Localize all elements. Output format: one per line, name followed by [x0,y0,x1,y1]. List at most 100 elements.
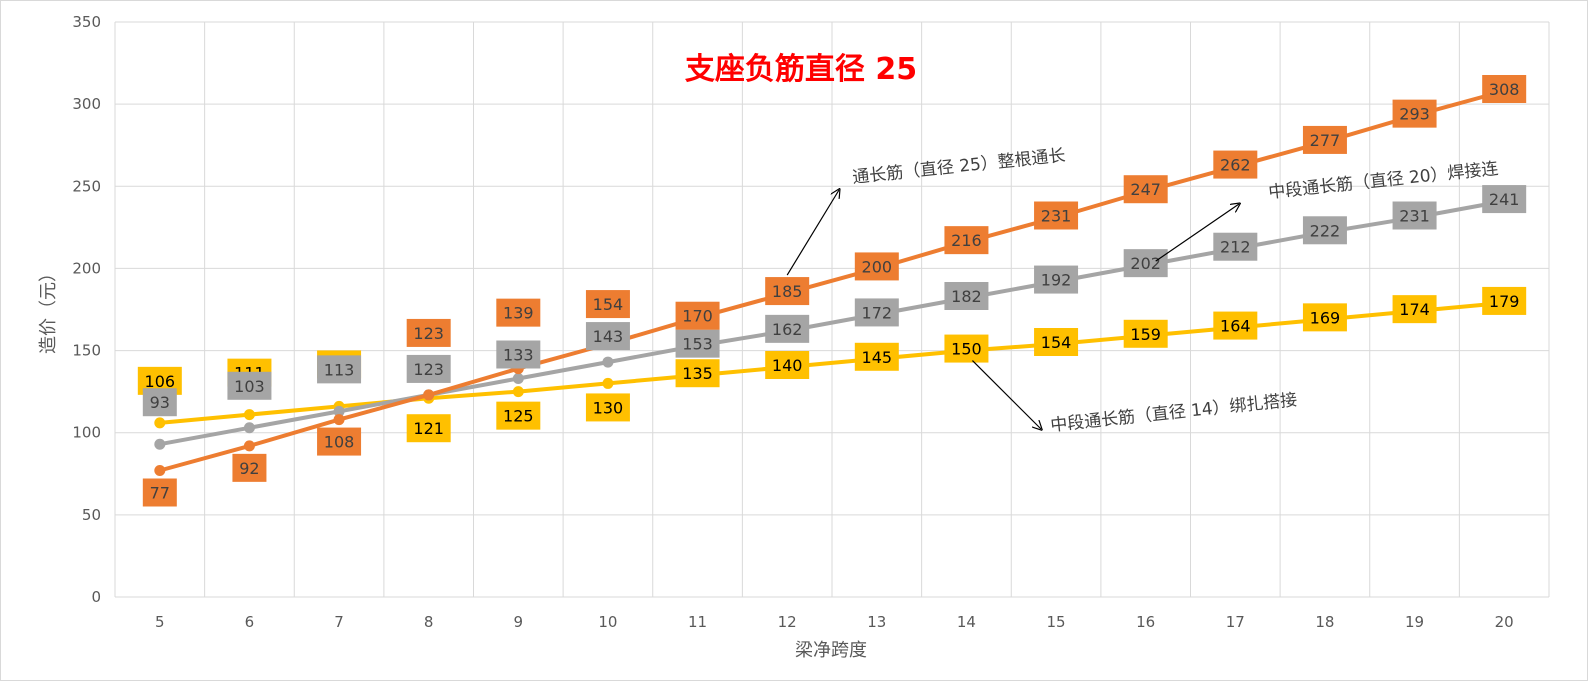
data-label-box [944,334,989,363]
data-label: 113 [317,355,362,384]
data-label-box [765,277,810,306]
data-label: 179 [1482,286,1527,315]
data-label-text: 222 [1310,221,1341,240]
data-label-text: 154 [593,295,624,314]
data-label: 103 [227,371,272,400]
data-point [333,414,345,426]
data-point [423,389,435,401]
x-tick-label: 5 [155,613,165,631]
data-label-box [1302,125,1347,154]
data-label-text: 172 [862,303,893,322]
x-tick-label: 6 [245,613,255,631]
data-point [243,440,255,452]
data-label-box [1123,175,1168,204]
data-label-box [944,282,989,310]
data-label: 162 [765,314,810,343]
annotation-arrow [786,190,839,276]
x-tick-label: 14 [957,613,976,631]
x-tick-label: 16 [1136,613,1155,631]
data-label-box [1302,303,1347,332]
data-label-box [317,355,362,384]
data-label-box [1392,99,1437,128]
data-label-text: 121 [413,419,444,438]
data-label-box [854,298,899,327]
data-label-text: 169 [1310,308,1341,327]
data-label: 172 [854,298,899,327]
data-label: 77 [142,478,177,507]
data-label: 153 [675,329,720,358]
y-axis-title: 造价（元） [38,264,59,354]
data-label-box [232,453,267,482]
data-label-box [765,351,810,379]
data-label: 169 [1302,303,1347,332]
data-label-box [1213,232,1258,261]
data-label-text: 154 [1041,333,1072,352]
data-label-text: 150 [951,340,982,359]
data-label-text: 113 [324,360,355,379]
data-point [154,465,166,476]
data-label: 92 [232,453,267,482]
data-label-text: 185 [772,282,803,301]
data-label-text: 133 [503,346,534,365]
x-tick-label: 18 [1315,613,1334,631]
data-label-box [317,427,362,456]
data-label: 182 [944,282,989,310]
data-point [512,386,524,398]
annotation-text: 中段通长筋（直径 14）绑扎搭接 [1049,390,1298,436]
x-tick-label: 20 [1495,613,1514,631]
data-label: 231 [1392,201,1437,230]
y-tick-label: 300 [72,95,101,113]
data-labels: 1069377111103921161131081211231231251331… [137,75,1527,507]
data-label-text: 170 [682,307,713,326]
data-label: 150 [944,334,989,363]
data-label: 202 [1123,249,1168,278]
x-tick-label: 10 [598,613,617,631]
y-tick-labels: 0 50 100 150 200 250 300 350 [72,13,101,606]
data-label-box [854,252,899,281]
data-label: 241 [1482,185,1527,214]
data-label: 145 [854,342,899,371]
data-label: 212 [1213,232,1258,261]
data-label: 135 [675,359,720,388]
data-label: 200 [854,252,899,281]
data-label-text: 123 [413,360,444,379]
data-label-box [406,318,451,347]
data-label-box [1392,295,1437,324]
data-label-text: 179 [1489,292,1520,311]
data-label-box [854,342,899,371]
data-label-text: 202 [1130,254,1161,273]
data-label: 185 [765,277,810,306]
data-label-box [1213,311,1258,340]
data-label-text: 216 [951,231,982,250]
data-label: 308 [1482,75,1527,103]
data-label-box [142,388,177,417]
data-label-text: 277 [1310,131,1341,150]
data-label: 222 [1302,216,1347,245]
data-label-text: 135 [682,364,713,383]
data-label-box [675,329,720,358]
data-label: 154 [585,290,630,319]
data-label-text: 159 [1130,325,1161,344]
data-point [243,409,255,421]
data-label-box [227,371,272,400]
data-label-text: 106 [145,372,176,391]
data-label-box [496,298,541,327]
x-tick-labels: 5 6 7 8 9 10 11 12 13 14 15 16 17 18 19 20 [155,613,1514,631]
data-label-box [1213,150,1258,179]
data-point [602,377,614,389]
data-label: 293 [1392,99,1437,128]
data-label: 159 [1123,319,1168,348]
data-label-text: 125 [503,407,534,426]
data-label-text: 262 [1220,156,1251,175]
x-tick-label: 13 [867,613,886,631]
data-label-text: 231 [1399,207,1430,226]
data-point [512,373,524,384]
data-label: 216 [944,226,989,255]
data-label: 247 [1123,175,1168,204]
x-tick-label: 12 [778,613,797,631]
data-label: 125 [496,401,541,430]
data-label-box [1034,328,1079,356]
y-tick-label: 150 [72,342,101,360]
y-tick-label: 100 [72,424,101,442]
x-tick-label: 11 [688,613,707,631]
